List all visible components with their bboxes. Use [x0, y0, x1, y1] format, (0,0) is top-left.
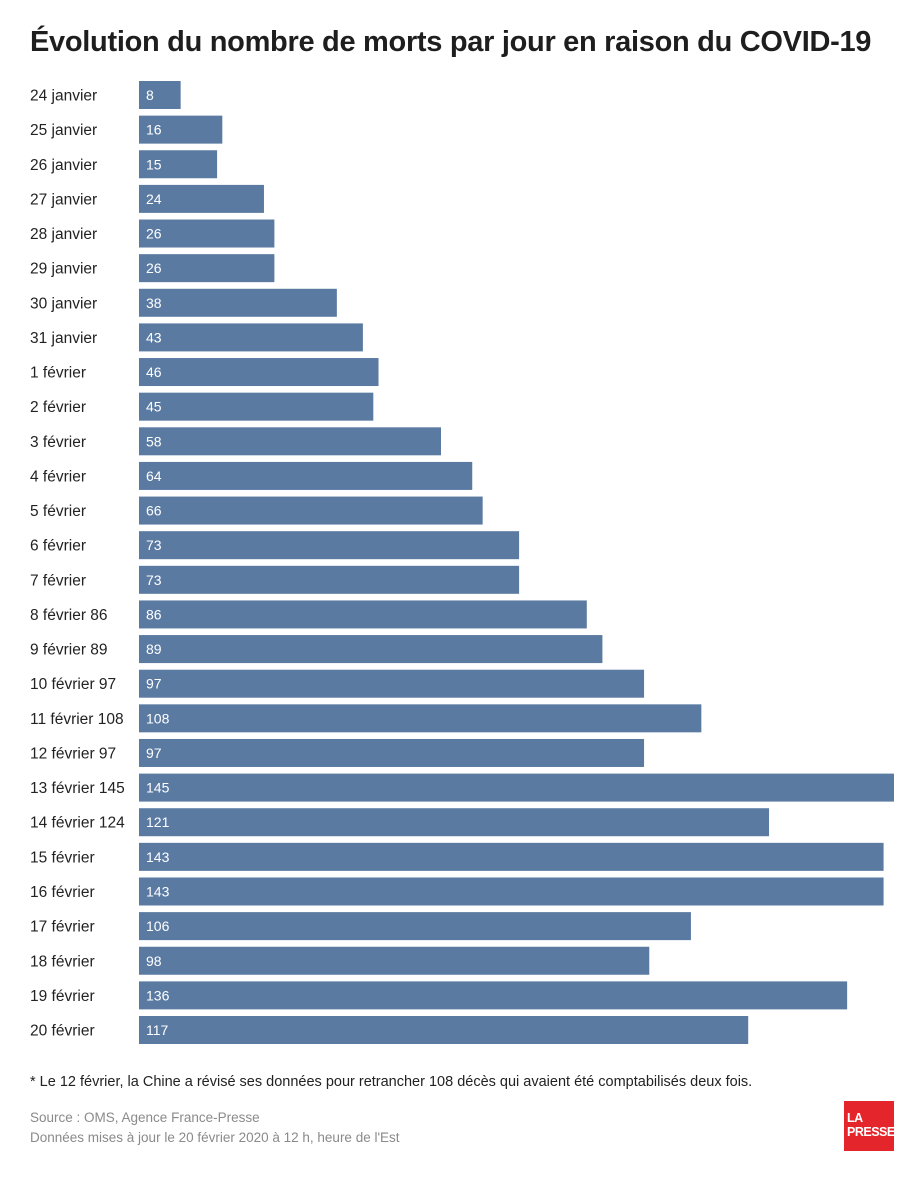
- bar: [139, 531, 520, 560]
- bar-value-label: 86: [146, 606, 162, 622]
- bar-value-label: 24: [146, 191, 162, 207]
- la-presse-logo: LA PRESSE: [844, 1101, 895, 1151]
- category-label: 6 février: [30, 538, 86, 555]
- bar: [139, 635, 603, 664]
- category-label: 15 février: [30, 849, 95, 866]
- bar: [139, 808, 770, 837]
- source-note: Source : OMS, Agence France-Presse: [30, 1110, 260, 1125]
- category-label: 3 février: [30, 434, 86, 451]
- bar-value-label: 106: [146, 918, 170, 934]
- bar-value-label: 16: [146, 122, 162, 138]
- bar: [139, 461, 473, 490]
- bar: [139, 392, 374, 421]
- bar-value-label: 66: [146, 503, 162, 519]
- category-label: 29 janvier: [30, 261, 97, 278]
- bar-value-label: 121: [146, 814, 170, 830]
- bar-value-label: 97: [146, 745, 162, 761]
- bar: [139, 496, 483, 525]
- category-label: 26 janvier: [30, 157, 97, 174]
- category-label: 17 février: [30, 919, 95, 936]
- bar: [139, 981, 848, 1010]
- bar: [139, 288, 337, 317]
- category-label: 5 février: [30, 503, 86, 520]
- bar-value-label: 145: [146, 780, 170, 796]
- category-label: 25 janvier: [30, 122, 97, 139]
- category-label: 14 février 124: [30, 815, 125, 832]
- bar-value-label: 58: [146, 433, 162, 449]
- bar-value-label: 45: [146, 399, 162, 415]
- category-label: 4 février: [30, 468, 86, 485]
- bar: [139, 877, 884, 906]
- bar: [139, 150, 218, 179]
- category-label: 20 février: [30, 1023, 95, 1040]
- bar-value-label: 43: [146, 329, 162, 345]
- bar-value-label: 38: [146, 295, 162, 311]
- footnote: * Le 12 février, la Chine a révisé ses d…: [30, 1074, 753, 1090]
- bar: [139, 842, 884, 871]
- bar-value-label: 136: [146, 987, 170, 1003]
- logo-line-1: LA: [847, 1111, 863, 1125]
- category-label: 1 février: [30, 365, 86, 382]
- bar-value-label: 26: [146, 260, 162, 276]
- bar: [139, 427, 441, 456]
- category-label: 30 janvier: [30, 295, 97, 312]
- category-label: 2 février: [30, 399, 86, 416]
- bar-value-label: 73: [146, 572, 162, 588]
- bar: [139, 358, 379, 387]
- category-label: 19 février: [30, 988, 95, 1005]
- bar-value-label: 108: [146, 710, 170, 726]
- bar: [139, 81, 181, 109]
- category-label: 10 février 97: [30, 676, 116, 693]
- bar-chart: 24 janvier 8 25 janvier 16 26 janvier 15 27 ja…: [30, 81, 894, 1045]
- bar-value-label: 46: [146, 364, 162, 380]
- bar-value-label: 64: [146, 468, 162, 484]
- category-label: 18 février: [30, 953, 95, 970]
- bar: [139, 115, 223, 144]
- bar-value-label: 15: [146, 156, 162, 172]
- category-label: 24 janvier: [30, 88, 97, 105]
- bar-value-label: 73: [146, 537, 162, 553]
- category-label: 28 janvier: [30, 226, 97, 243]
- bar: [139, 600, 587, 629]
- bar: [139, 669, 645, 698]
- category-label: 16 février: [30, 884, 95, 901]
- category-label: 13 février 145: [30, 780, 125, 797]
- bar: [139, 912, 691, 941]
- bar-value-label: 98: [146, 953, 162, 969]
- bar-value-label: 143: [146, 883, 170, 899]
- bar: [139, 219, 275, 248]
- category-label: 12 février 97: [30, 745, 116, 762]
- bar: [139, 738, 645, 767]
- chart-title: Évolution du nombre de morts par jour en…: [30, 26, 872, 58]
- bar-value-label: 117: [146, 1022, 169, 1038]
- category-label: 7 février: [30, 572, 86, 589]
- logo-line-2: PRESSE: [847, 1125, 895, 1139]
- bar: [139, 1016, 749, 1045]
- category-label: 8 février 86: [30, 607, 108, 624]
- bar-value-label: 143: [146, 849, 170, 865]
- bar-value-label: 26: [146, 226, 162, 242]
- bar-value-label: 8: [146, 87, 154, 103]
- category-label: 9 février 89: [30, 642, 108, 659]
- bar-value-label: 97: [146, 676, 162, 692]
- bar: [139, 323, 363, 352]
- update-note: Données mises à jour le 20 février 2020 …: [30, 1130, 400, 1145]
- bar: [139, 184, 264, 213]
- category-label: 11 février 108: [30, 711, 124, 728]
- bar: [139, 254, 275, 283]
- category-label: 27 janvier: [30, 191, 97, 208]
- bar: [139, 565, 520, 594]
- bar: [139, 946, 650, 975]
- bar-value-label: 89: [146, 641, 162, 657]
- bar: [139, 773, 894, 802]
- bar: [139, 704, 702, 733]
- category-label: 31 janvier: [30, 330, 97, 347]
